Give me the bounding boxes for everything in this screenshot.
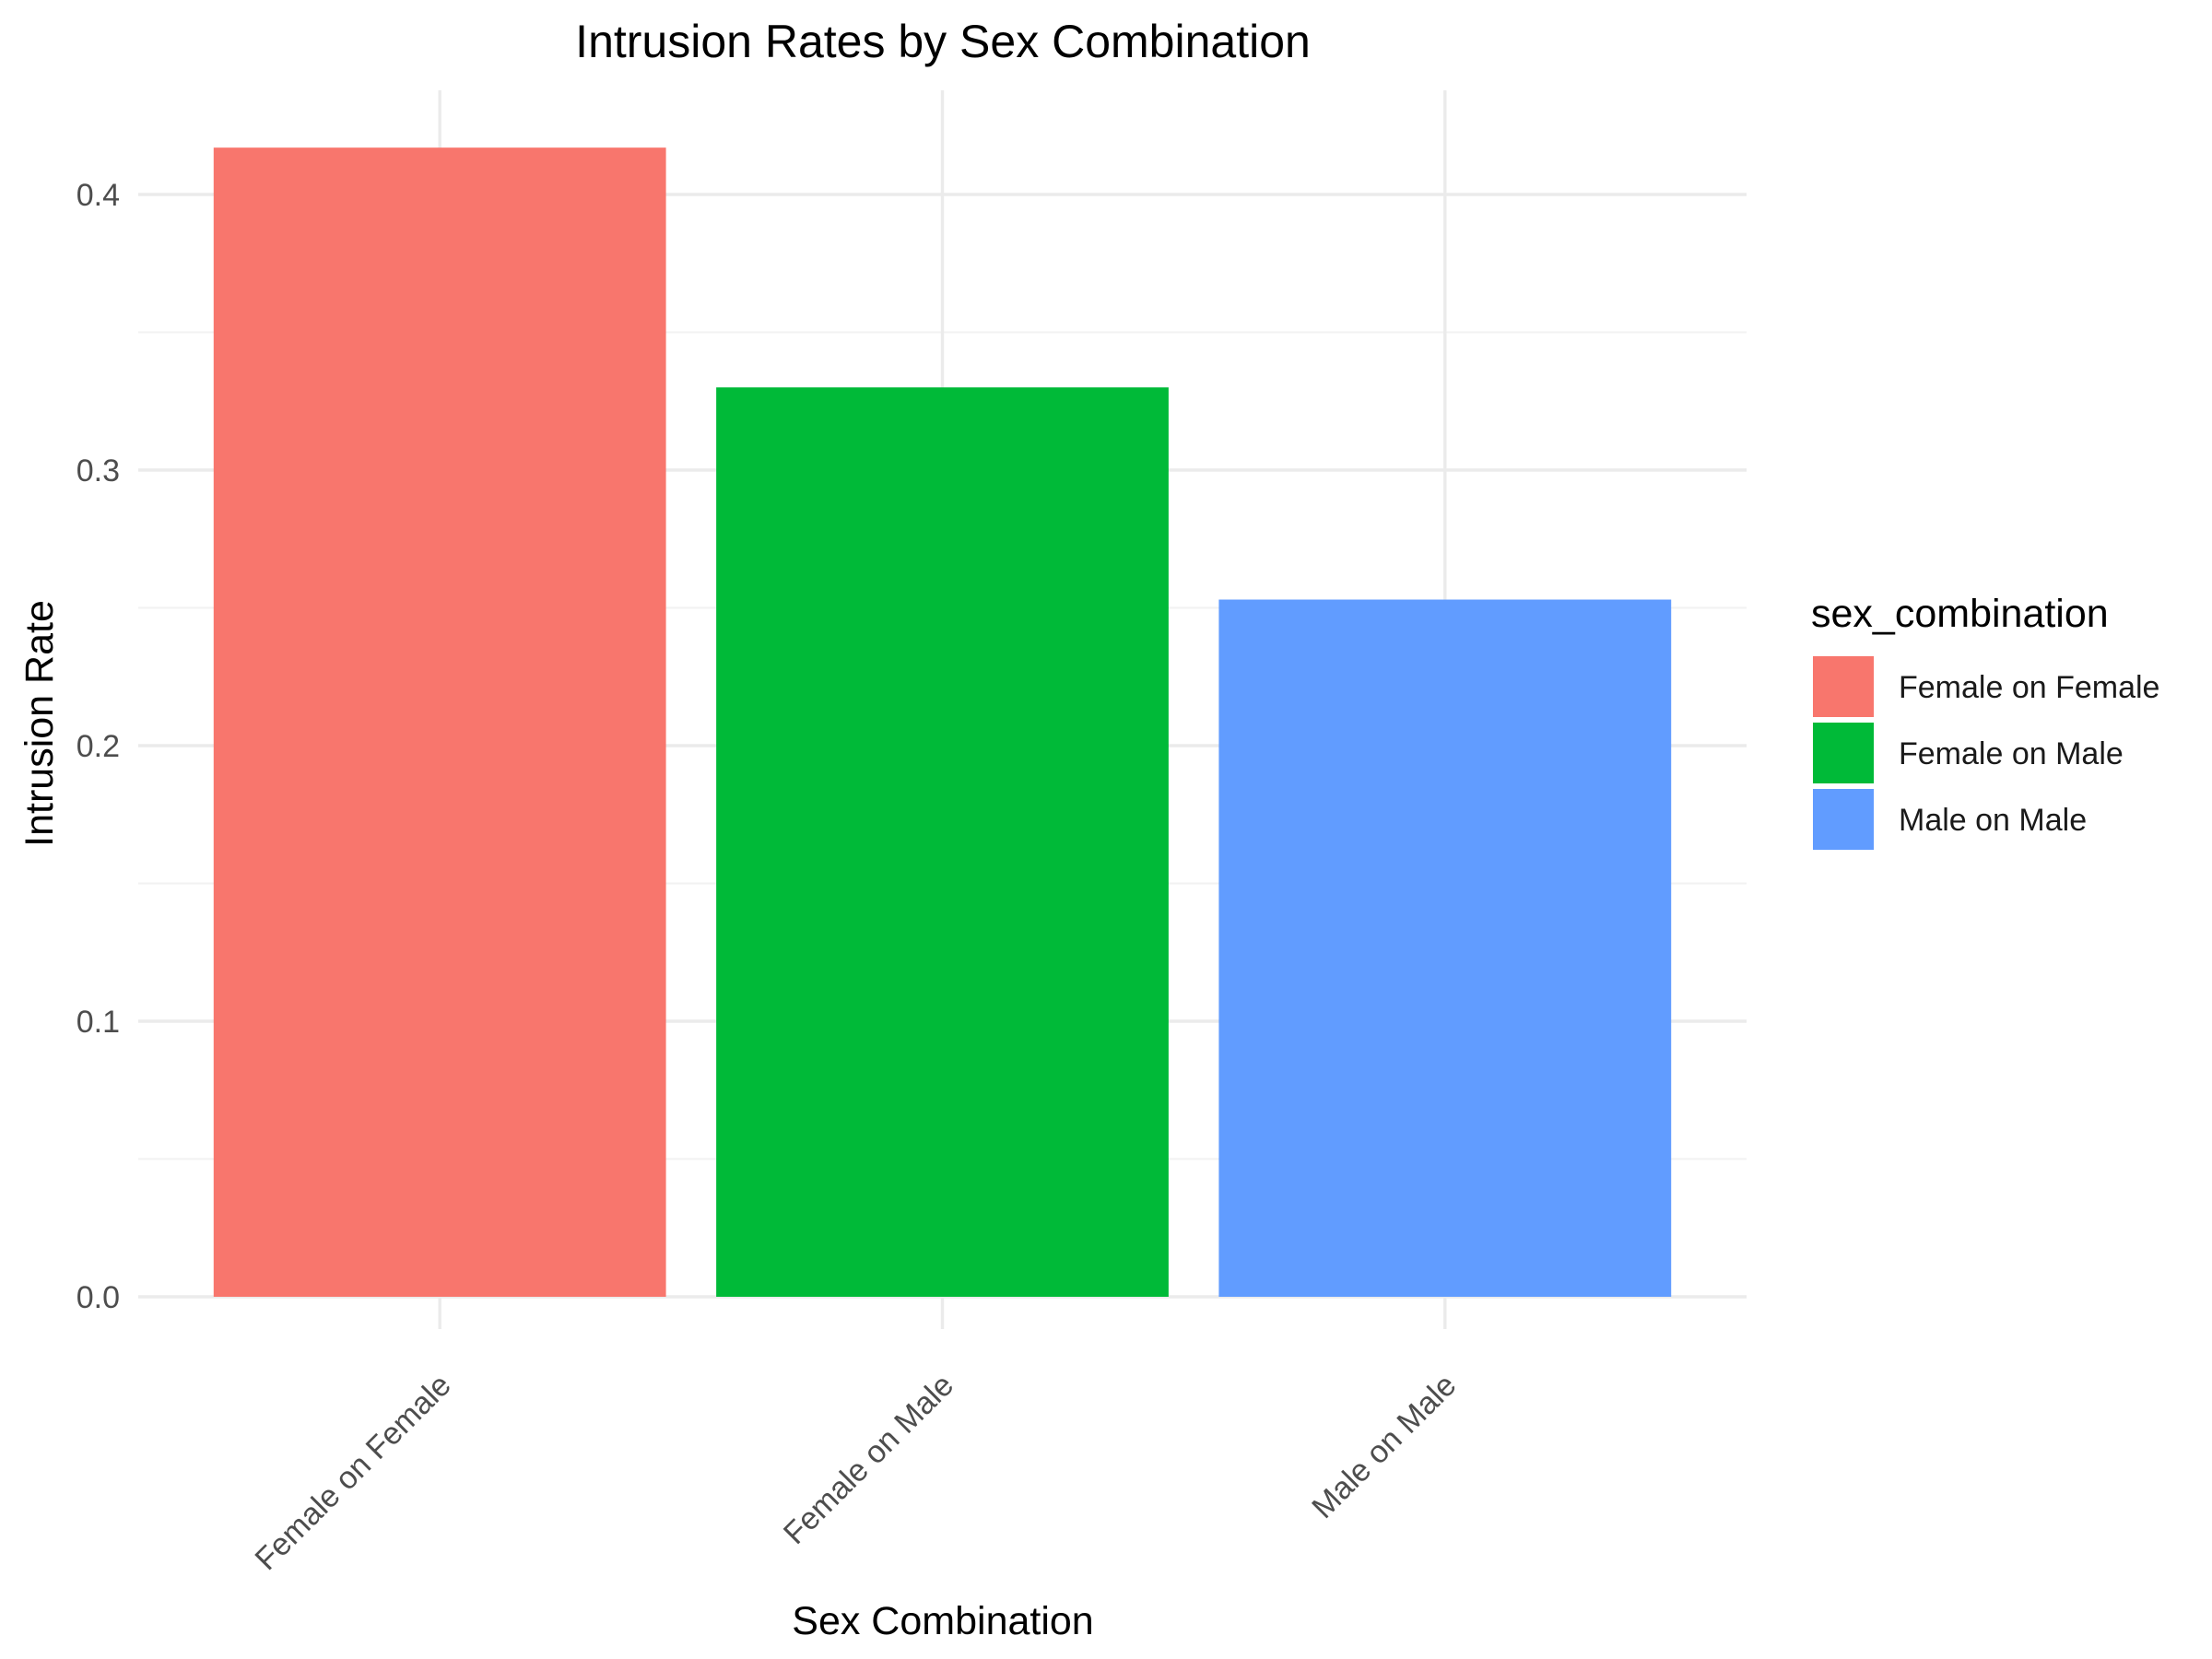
y-tick-label: 0.3 — [76, 453, 120, 488]
y-tick-label: 0.0 — [76, 1280, 120, 1315]
legend-key — [1813, 789, 1874, 850]
y-tick-label: 0.1 — [76, 1005, 120, 1040]
bars — [213, 147, 1672, 1297]
y-tick-label: 0.2 — [76, 729, 120, 764]
x-tick-label: Female on Male — [777, 1368, 960, 1551]
bar-female-on-female — [213, 147, 666, 1297]
x-axis-title: Sex Combination — [792, 1599, 1093, 1643]
x-axis-ticks: Female on Female Female on Male Male on Ma… — [249, 1368, 1464, 1577]
chart-title: Intrusion Rates by Sex Combination — [575, 16, 1311, 67]
legend-label: Female on Male — [1899, 736, 2124, 771]
x-tick-label: Female on Female — [249, 1368, 458, 1577]
legend-key — [1813, 656, 1874, 717]
y-axis-title: Intrusion Rate — [18, 600, 62, 847]
y-axis-ticks: 0.0 0.1 0.2 0.3 0.4 — [76, 178, 120, 1315]
bar-male-on-male — [1218, 599, 1672, 1297]
x-tick-label: Male on Male — [1305, 1368, 1463, 1525]
legend-key — [1813, 723, 1874, 783]
legend-label: Male on Male — [1899, 803, 2087, 838]
legend-label: Female on Female — [1899, 670, 2159, 705]
legend-title: sex_combination — [1811, 592, 2109, 636]
y-tick-label: 0.4 — [76, 178, 120, 213]
legend-items: Female on Female Female on Male Male on Ma… — [1813, 656, 2159, 850]
bar-female-on-male — [716, 387, 1169, 1297]
